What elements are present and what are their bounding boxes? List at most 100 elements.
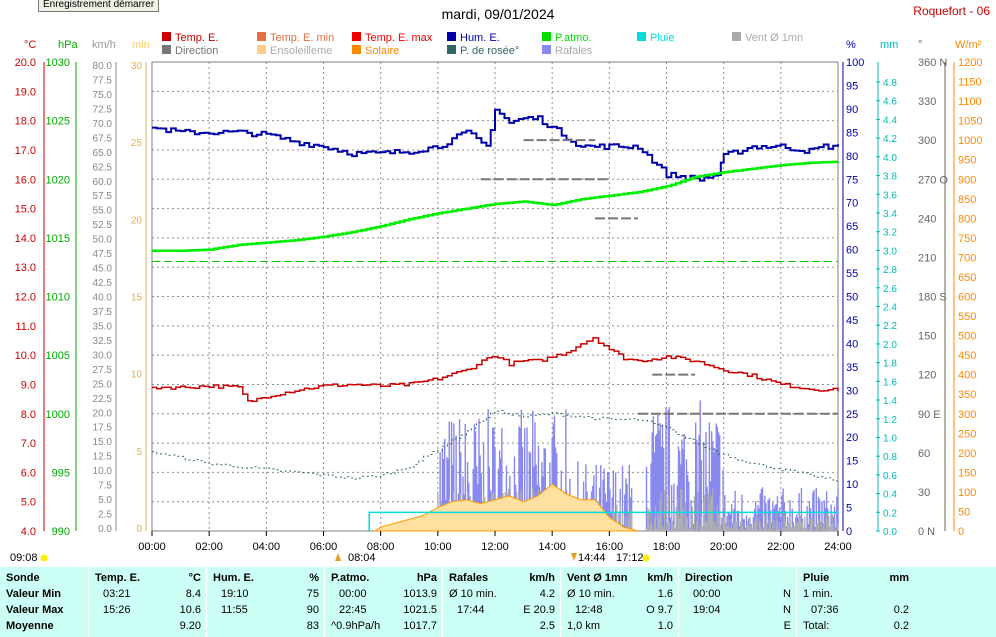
wind-axis-tick: 22.5 — [93, 394, 113, 405]
summary-label-min: Valeur Min — [6, 588, 62, 600]
humidity-axis-tick: 40 — [846, 338, 858, 350]
direction-axis-tick: 210 — [918, 252, 936, 264]
legend-swatch — [352, 32, 361, 41]
wind-axis-tick: 52.5 — [93, 220, 113, 231]
summary-wind-unit: km/h — [647, 572, 673, 584]
summary-temp-min-time: 03:21 — [103, 588, 131, 600]
sunset-time: 17:12 — [616, 552, 644, 564]
summary-rain-total-label: Total: — [803, 620, 830, 632]
summary-dir-column: Direction 00:00 N 19:04 N E — [678, 567, 797, 637]
pressure-axis-tick: 1005 — [46, 350, 70, 362]
solar-axis-tick: 200 — [958, 448, 976, 460]
rain-axis-tick: 1.8 — [883, 359, 897, 370]
rain-axis-tick: 4.8 — [883, 78, 897, 89]
wind-axis-tick: 15.0 — [93, 437, 113, 448]
wind-axis-tick: 10.0 — [93, 466, 113, 477]
summary-gust-r1: 4.2 — [539, 588, 555, 600]
solar-axis-tick: 1100 — [958, 96, 982, 108]
solar-axis-tick: 1050 — [958, 116, 982, 128]
pressure-axis-tick: 990 — [52, 526, 70, 538]
x-axis: 00:00 02:00 04:00 06:00 08:00 10:00 12:00 14:00… — [10, 531, 852, 564]
summary-gust-max: E 20.9 — [523, 604, 555, 616]
humidity-axis-tick: 100 — [846, 57, 864, 69]
humidity-axis-tick: 35 — [846, 362, 858, 374]
wind-axis-tick: 5.0 — [98, 495, 112, 506]
summary-rain-unit: mm — [889, 572, 909, 584]
solar-axis-tick: 600 — [958, 292, 976, 304]
summary-hum-min-time: 19:10 — [221, 588, 249, 600]
summary-gust-r1-label: Ø 10 min. — [449, 588, 497, 600]
pressure-axis-tick: 1030 — [46, 57, 70, 69]
summary-rain-r1-label: 1 min. — [803, 588, 833, 600]
summary-wind-r1-label: Ø 10 min. — [567, 588, 615, 600]
wind-axis-tick: 32.5 — [93, 336, 113, 347]
legend-label: P.atmo. — [555, 32, 592, 44]
x-tick-label: 14:00 — [538, 541, 566, 553]
humidity-axis-tick: 75 — [846, 174, 858, 186]
summary-label-sonde: Sonde — [6, 572, 40, 584]
record-start-button[interactable]: Enregistrement démarrer — [38, 0, 160, 12]
wind-axis-tick: 40.0 — [93, 293, 113, 304]
legend-label: Rafales — [555, 45, 593, 57]
rain-axis-tick: 2.8 — [883, 265, 897, 276]
legend-label: Solaire — [365, 45, 399, 57]
wind-axis-tick: 57.5 — [93, 191, 113, 202]
solar-axis-tick: 1150 — [958, 77, 982, 89]
wind-axis-tick: 50.0 — [93, 235, 113, 246]
rain-axis-tick: 1.2 — [883, 415, 897, 426]
humidity-axis-tick: 30 — [846, 385, 858, 397]
summary-gust-title: Rafales — [449, 572, 489, 584]
x-tick-label: 08:00 — [367, 541, 395, 553]
direction-axis-tick: 150 — [918, 331, 936, 343]
sun-axis-tick: 20 — [131, 215, 143, 226]
wind-axis-tick: 2.5 — [98, 510, 112, 521]
solar-axis-tick: 900 — [958, 174, 976, 186]
rain-axis-tick: 3.4 — [883, 209, 897, 220]
x-tick-label: 04:00 — [253, 541, 281, 553]
wind-unit: km/h — [92, 39, 116, 51]
temp-unit: °C — [24, 39, 36, 51]
series-temp-e- — [152, 337, 839, 403]
legend-label: Temp. E. max — [365, 32, 433, 44]
solar-axis-tick: 0 — [958, 526, 964, 538]
humidity-axis-tick: 95 — [846, 80, 858, 92]
sun-axis-tick: 5 — [136, 447, 142, 458]
direction-axis-tick: 60 — [918, 448, 930, 460]
temp-axis-tick: 7.0 — [21, 438, 36, 450]
sun-axis-tick: 0 — [136, 524, 142, 535]
solar-axis-tick: 1200 — [958, 57, 982, 69]
series-hum-e- — [152, 108, 839, 182]
summary-gust-avg: 2.5 — [539, 620, 555, 632]
x-tick-label: 02:00 — [195, 541, 223, 553]
legend-swatch — [447, 32, 456, 41]
legend-label: Hum. E. — [460, 32, 500, 44]
wind-axis-tick: 7.5 — [98, 481, 112, 492]
solar-axis-tick: 1000 — [958, 135, 982, 147]
temp-axis-tick: 17.0 — [15, 145, 36, 157]
legend-swatch — [637, 32, 646, 41]
summary-temp-unit: °C — [188, 572, 201, 584]
x-tick-label: 10:00 — [424, 541, 452, 553]
solar-axis-tick: 350 — [958, 389, 976, 401]
summary-dir-r1: N — [783, 588, 791, 600]
wind-axis-tick: 60.0 — [93, 177, 113, 188]
summary-dir-r1-time: 00:00 — [693, 588, 721, 600]
pressure-axis-tick: 995 — [52, 467, 70, 479]
temp-axis-tick: 5.0 — [21, 497, 36, 509]
rain-start-time: 08:04 — [348, 552, 376, 564]
summary-patmo-max: 1021.5 — [403, 604, 437, 616]
sun-axis-tick: 25 — [131, 138, 143, 149]
pressure-axis-tick: 1025 — [46, 116, 70, 128]
x-tick-label: 16:00 — [596, 541, 624, 553]
series-p-atmo- — [152, 160, 840, 253]
x-tick-label: 12:00 — [481, 541, 509, 553]
x-tick-label: 24:00 — [824, 541, 852, 553]
wind-axis-tick: 65.0 — [93, 148, 113, 159]
summary-wind-avg: 1.0 — [657, 620, 673, 632]
legend-swatch — [352, 45, 361, 54]
summary-dir-avg: E — [783, 620, 791, 632]
rain-axis-tick: 2.2 — [883, 321, 897, 332]
temp-axis-tick: 6.0 — [21, 467, 36, 479]
temp-axis-tick: 12.0 — [15, 292, 36, 304]
pressure-axis-tick: 1000 — [46, 409, 70, 421]
